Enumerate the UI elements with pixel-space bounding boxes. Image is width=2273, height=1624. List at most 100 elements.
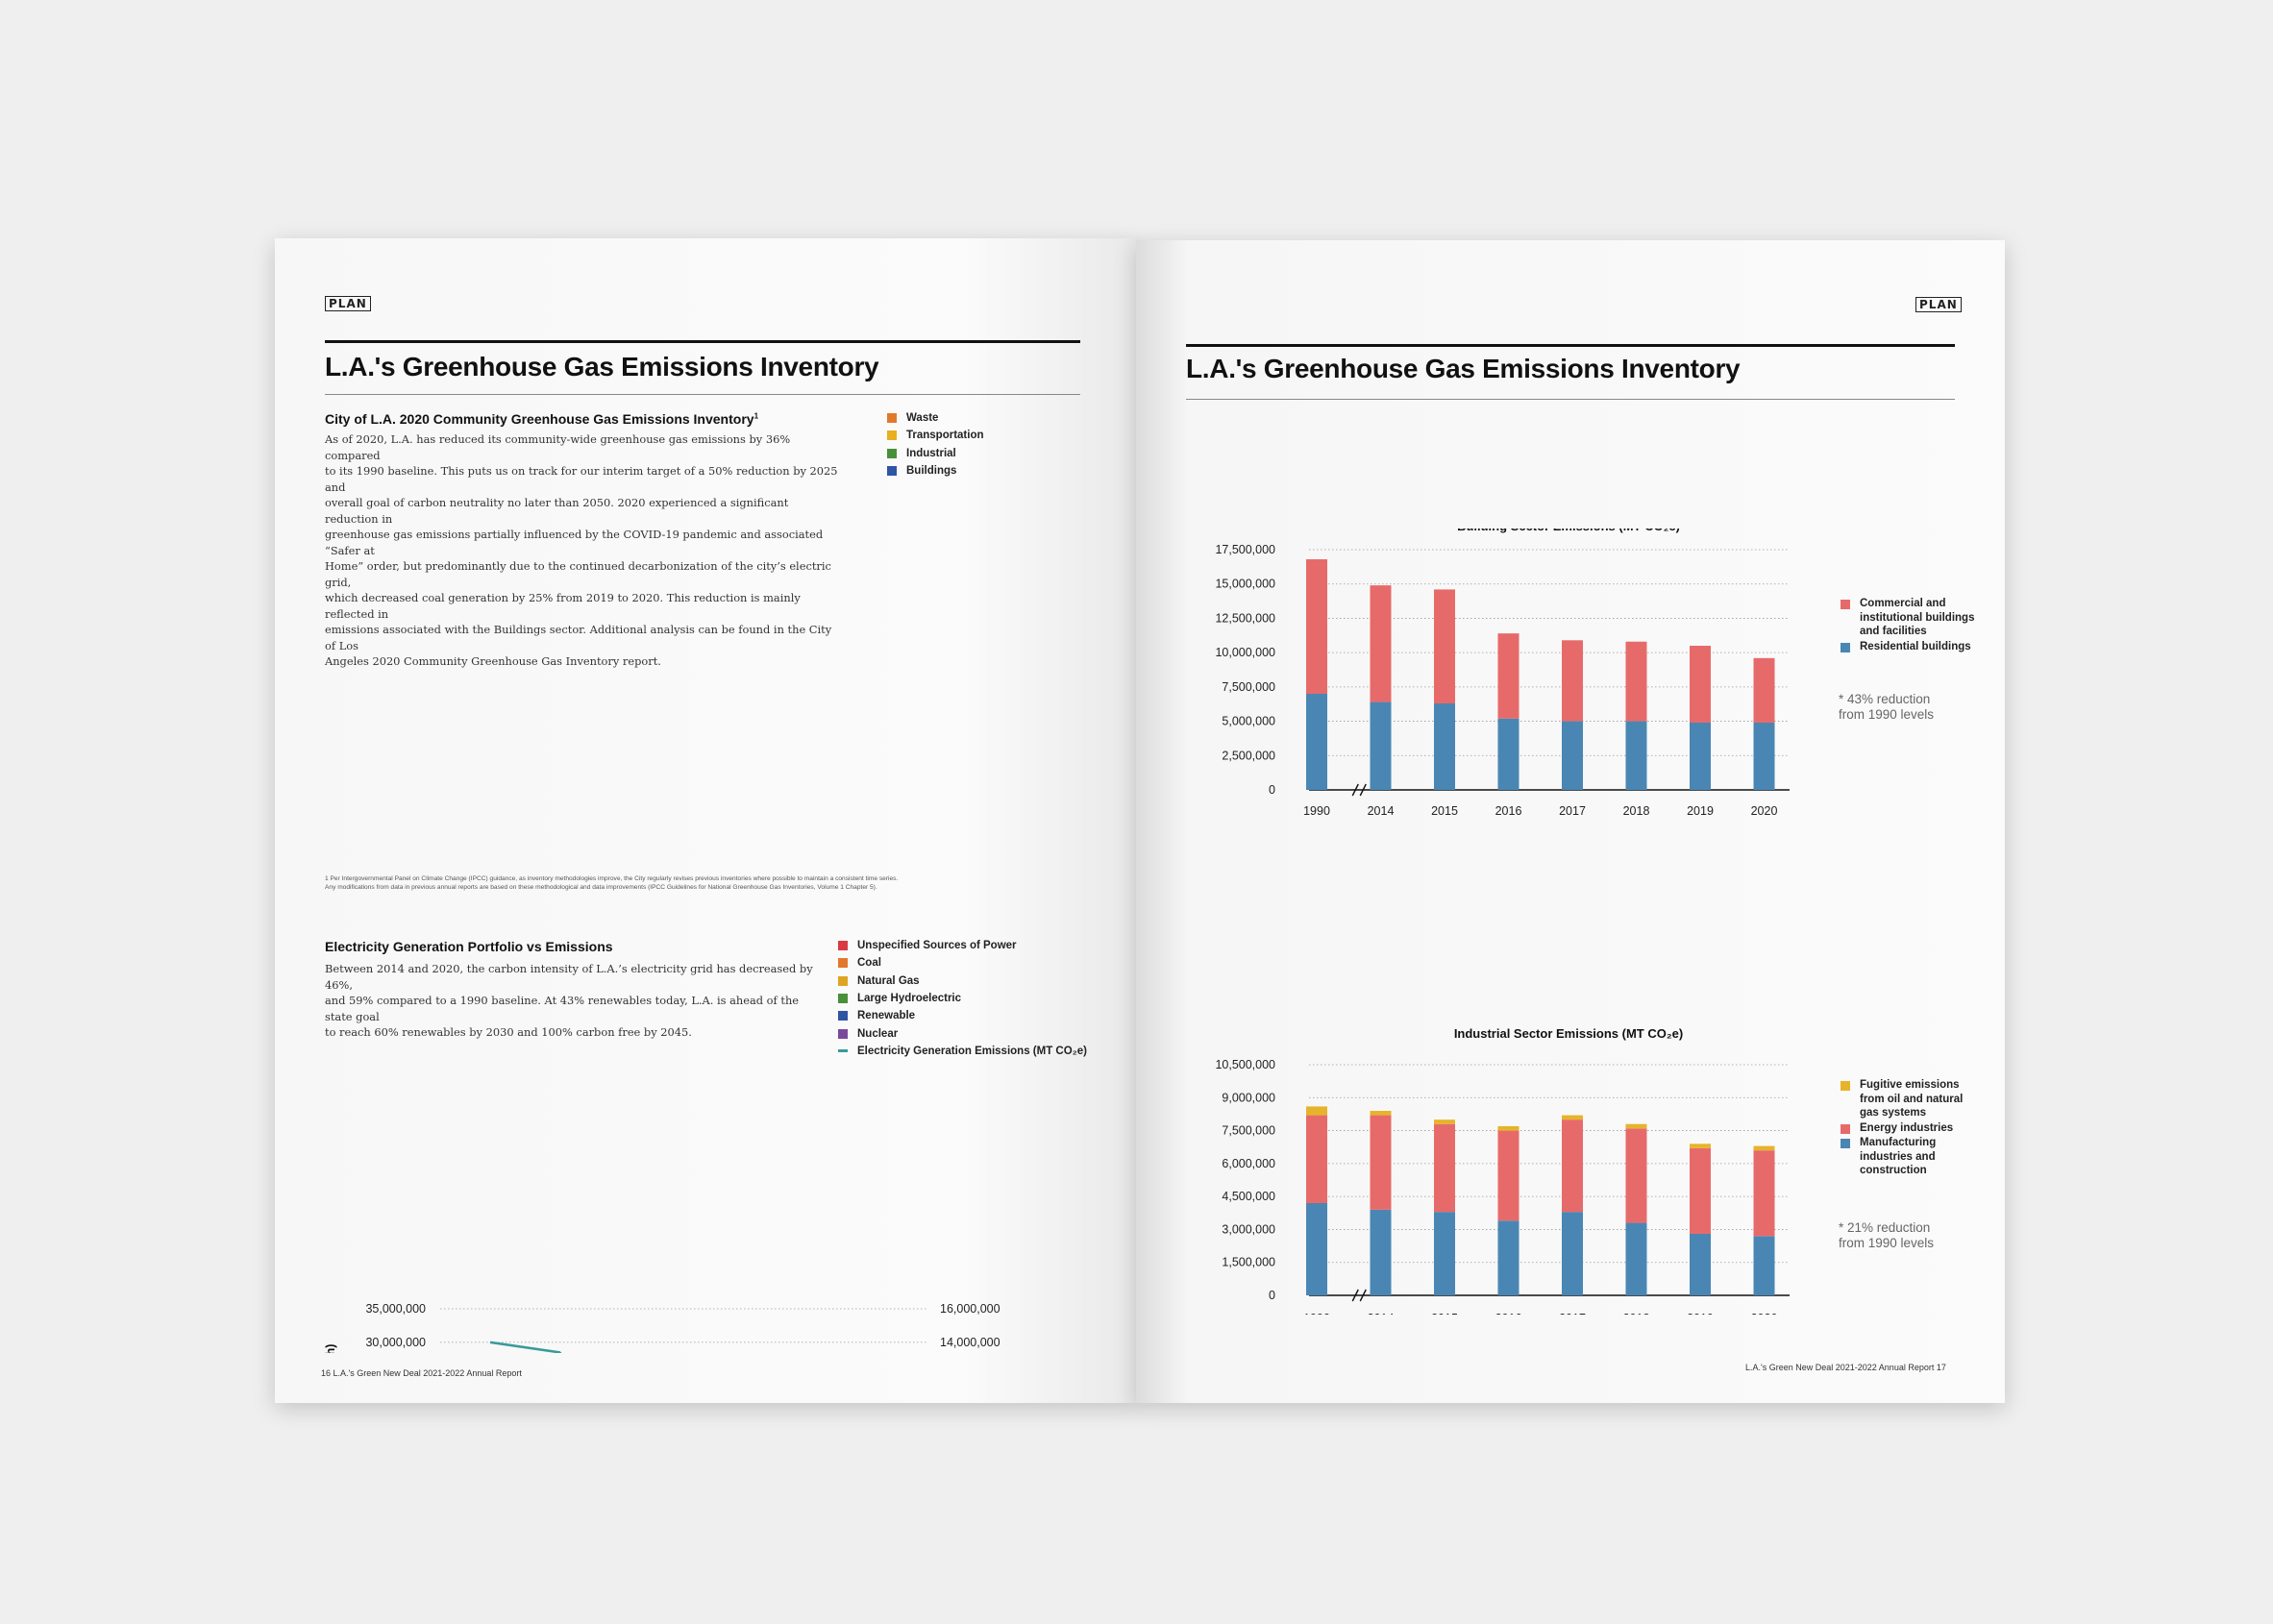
y2-tick-label: 16,000,000 <box>940 1302 1001 1316</box>
legend-swatch <box>838 941 848 951</box>
chart-title: Industrial Sector Emissions (MT CO₂e) <box>1454 1026 1683 1041</box>
community-chart: 05,000,00010,000,00015,000,00020,000,000… <box>275 565 967 834</box>
legend-label: Fugitive emissions from oil and natural … <box>1860 1079 1964 1119</box>
legend-label: Large Hydroelectric <box>857 993 962 1005</box>
plan-logo: PLAN <box>325 296 371 311</box>
y-tick-label: 5,000,000 <box>1222 715 1275 728</box>
bar-segment-fugitive-emissions-from-oil-and-natural-gas-systems-2019 <box>1690 1144 1711 1148</box>
legend-item: Nuclear <box>838 1024 1087 1042</box>
bar-segment-fugitive-emissions-from-oil-and-natural-gas-systems-1990 <box>1306 1106 1327 1116</box>
bar-segment-commercial-and-institutional-buildings-and-facilities-1990 <box>1306 559 1327 694</box>
building-note-line: from 1990 levels <box>1839 707 1935 722</box>
bar-segment-residential-buildings-2020 <box>1753 723 1775 790</box>
footnote-line: Any modifications from data in previous … <box>325 884 877 891</box>
section1-body-line: which decreased coal generation by 25% f… <box>325 591 801 621</box>
bar-segment-residential-buildings-2019 <box>1690 723 1711 790</box>
y-tick-label: 9,000,000 <box>1222 1091 1275 1104</box>
section1-body-line: As of 2020, L.A. has reduced its communi… <box>325 432 791 462</box>
bar-segment-energy-industries-2018 <box>1625 1128 1647 1223</box>
bar-segment-manufacturing-industries-and-construction-2017 <box>1562 1212 1583 1295</box>
x-tick-label: 2017 <box>1559 1312 1586 1315</box>
legend-label: Natural Gas <box>857 974 920 987</box>
legend-item: Transportation <box>887 427 984 444</box>
x-tick-label: 2019 <box>1687 804 1714 818</box>
y-tick-label: 2,500,000 <box>1222 749 1275 762</box>
chart-title: Building Sector Emissions (MT CO₂e) <box>1457 529 1680 533</box>
axis-break-mark <box>1359 783 1367 797</box>
legend-item-line: Electricity Generation Emissions (MT CO₂… <box>838 1043 1087 1060</box>
section2-body: Between 2014 and 2020, the carbon intens… <box>325 961 825 1041</box>
bar-segment-residential-buildings-2014 <box>1370 701 1392 790</box>
section1-heading-text: City of L.A. 2020 Community Greenhouse G… <box>325 411 754 427</box>
x-tick-label: 2015 <box>1431 804 1458 818</box>
legend-item: Manufacturing industries and constructio… <box>1841 1136 1975 1178</box>
industrial-chart: 0 1,500,000 3,000,000 4,500,000 6,000,000 7,5… <box>1215 1026 1790 1315</box>
bar-segment-commercial-and-institutional-buildings-and-facilities-2020 <box>1753 657 1775 723</box>
section1-body-line: Angeles 2020 Community Greenhouse Gas In… <box>325 654 661 668</box>
page-title: L.A.'s Greenhouse Gas Emissions Inventor… <box>1186 354 1741 383</box>
legend-swatch <box>838 1028 848 1039</box>
legend-item: Energy industries <box>1841 1121 1975 1136</box>
section1-body-line: Home” order, but predominantly due to th… <box>325 559 831 589</box>
y-tick-label: 10,500,000 <box>1215 1058 1275 1071</box>
y-tick-label: 3,000,000 <box>1222 1222 1275 1236</box>
legend-item: Renewable <box>838 1007 1087 1024</box>
bar-segment-commercial-and-institutional-buildings-and-facilities-2015 <box>1434 589 1455 703</box>
building-note-line: * 43% reduction <box>1839 692 1931 706</box>
legend-swatch <box>887 448 897 458</box>
bar-segment-residential-buildings-1990 <box>1306 694 1327 790</box>
bar-segment-fugitive-emissions-from-oil-and-natural-gas-systems-2016 <box>1497 1126 1519 1131</box>
legend-swatch <box>838 1011 848 1021</box>
y-tick-label: 12,500,000 <box>1215 611 1275 625</box>
legend-swatch <box>887 466 897 477</box>
left-footer: 16 L.A.'s Green New Deal 2021-2022 Annua… <box>321 1368 522 1378</box>
building-chart: 0 2,500,000 5,000,000 7,500,000 10,000,000 12… <box>1215 529 1790 818</box>
legend-item: Large Hydroelectric <box>838 990 1087 1007</box>
bar-segment-residential-buildings-2016 <box>1497 718 1519 790</box>
bar-segment-energy-industries-1990 <box>1306 1115 1327 1203</box>
bar-segment-residential-buildings-2017 <box>1562 721 1583 790</box>
industrial-note: * 21% reduction from 1990 levels <box>1839 1220 1934 1251</box>
legend-label: Nuclear <box>857 1027 899 1040</box>
y-tick-label: 10,000,000 <box>1215 646 1275 659</box>
community-legend: Waste Transportation Industrial Buildings <box>887 409 984 480</box>
legend-label: Renewable <box>857 1010 916 1022</box>
bar-segment-manufacturing-industries-and-construction-2015 <box>1434 1212 1455 1295</box>
bar-segment-energy-industries-2014 <box>1370 1115 1392 1210</box>
bar-segment-fugitive-emissions-from-oil-and-natural-gas-systems-2014 <box>1370 1111 1392 1116</box>
bar-segment-manufacturing-industries-and-construction-1990 <box>1306 1203 1327 1295</box>
page-title: L.A.'s Greenhouse Gas Emissions Inventor… <box>325 352 879 381</box>
bar-segment-manufacturing-industries-and-construction-2019 <box>1690 1234 1711 1295</box>
section1-body-line: emissions associated with the Buildings … <box>325 623 832 652</box>
x-tick-label: 2014 <box>1368 1312 1395 1315</box>
bar-segment-fugitive-emissions-from-oil-and-natural-gas-systems-2018 <box>1625 1123 1647 1129</box>
title-rule-top <box>1186 344 1955 347</box>
legend-swatch <box>887 413 897 424</box>
industrial-note-line: * 21% reduction <box>1839 1220 1931 1235</box>
y-tick-label: 35,000,000 <box>365 1302 426 1316</box>
section1-body-line: overall goal of carbon neutrality no lat… <box>325 496 789 526</box>
bar-segment-energy-industries-2019 <box>1690 1147 1711 1234</box>
legend-label: Energy industries <box>1860 1121 1954 1134</box>
title-rule-bottom <box>325 394 1080 395</box>
electricity-legend: Unspecified Sources of Power Coal Natural … <box>838 937 1087 1060</box>
legend-label: Buildings <box>906 465 957 478</box>
x-tick-label: 1990 <box>1303 1312 1330 1315</box>
section2-body-line: to reach 60% renewables by 2030 and 100%… <box>325 1025 692 1039</box>
legend-item: Fugitive emissions from oil and natural … <box>1841 1078 1975 1120</box>
y-tick-label: 6,000,000 <box>1222 1157 1275 1170</box>
bar-segment-manufacturing-industries-and-construction-2020 <box>1753 1236 1775 1295</box>
y-tick-label: 30,000,000 <box>365 1336 426 1349</box>
legend-swatch <box>838 958 848 969</box>
legend-swatch <box>1841 1139 1850 1148</box>
industrial-note-line: from 1990 levels <box>1839 1236 1935 1250</box>
section1-body-line: greenhouse gas emissions partially influ… <box>325 528 824 557</box>
title-rule-top <box>325 340 1080 343</box>
left-page: PLAN L.A.'s Greenhouse Gas Emissions Inv… <box>275 238 1136 1403</box>
building-legend: Commercial and institutional buildings a… <box>1841 597 1994 654</box>
right-page: PLAN L.A.'s Greenhouse Gas Emissions Inv… <box>1136 240 2005 1403</box>
right-footer: L.A.'s Green New Deal 2021-2022 Annual R… <box>1745 1363 1946 1372</box>
section1-heading: City of L.A. 2020 Community Greenhouse G… <box>325 411 758 427</box>
axis-break-mark <box>1359 1289 1367 1302</box>
legend-label: Industrial <box>906 447 956 459</box>
